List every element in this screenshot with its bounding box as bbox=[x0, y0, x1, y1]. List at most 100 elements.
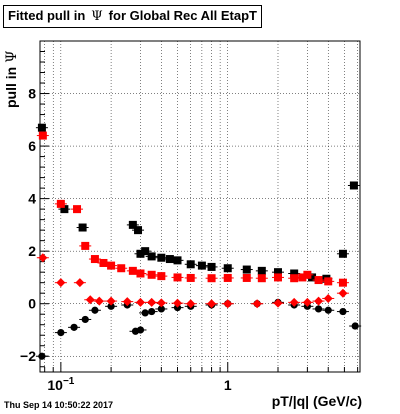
y-tick-label: 2 bbox=[28, 243, 36, 259]
y-axis-label-text: pull in bbox=[3, 66, 19, 108]
data-point-circle bbox=[57, 328, 65, 337]
data-point-diamond bbox=[314, 296, 324, 306]
data-point-square bbox=[223, 264, 232, 273]
data-point-square bbox=[60, 205, 69, 214]
data-point-circle bbox=[314, 305, 323, 313]
x-tick-label: 10−1 bbox=[47, 376, 74, 393]
data-point-square bbox=[324, 277, 333, 286]
y-tick-label: 6 bbox=[28, 138, 36, 154]
data-point-square bbox=[290, 274, 299, 283]
data-point-square bbox=[338, 278, 347, 287]
data-point-square bbox=[157, 253, 166, 262]
data-point-circle bbox=[70, 323, 78, 331]
data-point-square bbox=[81, 241, 90, 250]
data-point-circle bbox=[148, 307, 156, 316]
data-point-square bbox=[173, 273, 182, 282]
data-point-square bbox=[38, 131, 47, 140]
data-point-square bbox=[173, 256, 182, 265]
data-point-square bbox=[273, 273, 282, 282]
data-point-square bbox=[207, 274, 216, 283]
x-tick-label: 1 bbox=[224, 377, 232, 393]
data-point-square bbox=[273, 268, 282, 277]
data-point-square bbox=[128, 220, 137, 229]
data-point-diamond bbox=[106, 296, 116, 306]
data-point-circle bbox=[339, 307, 347, 316]
data-point-circle bbox=[91, 306, 99, 314]
data-point-circle bbox=[107, 302, 115, 310]
data-point-square bbox=[56, 199, 65, 208]
axes: −2 0 2 4 6 8 10−1 1 bbox=[20, 51, 359, 393]
data-point-circle bbox=[38, 352, 46, 360]
y-axis-label: pull in Ψ bbox=[3, 51, 20, 109]
data-point-square bbox=[165, 255, 174, 264]
data-point-diamond bbox=[135, 297, 145, 307]
data-point-diamond bbox=[223, 299, 233, 309]
data-point-diamond bbox=[85, 295, 95, 305]
data-point-diamond bbox=[122, 297, 132, 307]
data-point-square bbox=[298, 273, 307, 282]
data-point-diamond bbox=[252, 299, 262, 309]
data-point-diamond bbox=[289, 297, 299, 307]
data-point-square bbox=[257, 274, 266, 283]
data-point-circle bbox=[324, 306, 332, 314]
data-point-square bbox=[157, 272, 166, 281]
y-tick-label: 0 bbox=[28, 296, 36, 312]
data-point-circle bbox=[351, 322, 359, 330]
data-point-square bbox=[257, 266, 266, 275]
x-axis-label: pT/|q| (GeV/c) bbox=[271, 393, 362, 409]
data-point-circle bbox=[157, 305, 165, 313]
timestamp: Thu Sep 14 10:50:22 2017 bbox=[4, 400, 114, 410]
data-point-circle bbox=[136, 326, 145, 334]
data-point-square bbox=[128, 266, 137, 275]
data-point-diamond bbox=[338, 288, 348, 298]
data-point-diamond bbox=[323, 293, 333, 303]
title-suffix: for Global Rec All EtapT bbox=[108, 8, 257, 23]
plot-frame bbox=[39, 40, 361, 373]
data-point-square bbox=[338, 249, 347, 258]
data-point-diamond bbox=[38, 253, 48, 263]
data-point-square bbox=[186, 260, 195, 269]
data-point-square bbox=[242, 265, 251, 274]
data-point-square bbox=[186, 273, 195, 282]
data-point-square bbox=[136, 249, 145, 258]
data-point-square bbox=[308, 273, 317, 282]
data-point-square bbox=[147, 252, 156, 261]
title-prefix: Fitted pull in bbox=[8, 8, 86, 23]
y-tick-label: −2 bbox=[20, 348, 36, 364]
data-point-square bbox=[37, 123, 46, 132]
data-point-square bbox=[314, 276, 323, 285]
data-point-square bbox=[78, 223, 87, 232]
data-point-circle bbox=[141, 309, 149, 317]
data-point-diamond bbox=[173, 298, 183, 308]
data-point-square bbox=[303, 270, 312, 279]
data-point-diamond bbox=[156, 298, 166, 308]
data-point-diamond bbox=[75, 278, 85, 288]
data-point-square bbox=[141, 247, 150, 256]
y-axis-label-psi: Ψ bbox=[4, 50, 20, 63]
data-point-square bbox=[107, 261, 116, 270]
data-point-square bbox=[99, 258, 108, 267]
data-point-diamond bbox=[94, 296, 104, 306]
data-point-square bbox=[136, 269, 145, 278]
data-point-diamond bbox=[147, 297, 157, 307]
data-point-square bbox=[242, 273, 251, 282]
data-point-circle bbox=[81, 315, 89, 324]
data-point-diamond bbox=[207, 299, 217, 309]
data-point-square bbox=[290, 269, 299, 278]
data-point-square bbox=[147, 270, 156, 279]
y-tick-label: 8 bbox=[28, 86, 36, 102]
data-point-square bbox=[90, 255, 99, 264]
data-point-diamond bbox=[186, 299, 196, 309]
data-point-diamond bbox=[56, 278, 66, 288]
data-point-square bbox=[349, 181, 358, 190]
data-point-square bbox=[117, 264, 126, 273]
data-point-square bbox=[73, 205, 82, 214]
data-point-square bbox=[223, 273, 232, 282]
y-tick-label: 4 bbox=[28, 191, 36, 207]
data-point-diamond bbox=[273, 298, 283, 308]
title-psi-symbol: Ψ bbox=[91, 9, 103, 24]
grid-lines bbox=[40, 41, 360, 372]
data-point-square bbox=[197, 261, 206, 270]
